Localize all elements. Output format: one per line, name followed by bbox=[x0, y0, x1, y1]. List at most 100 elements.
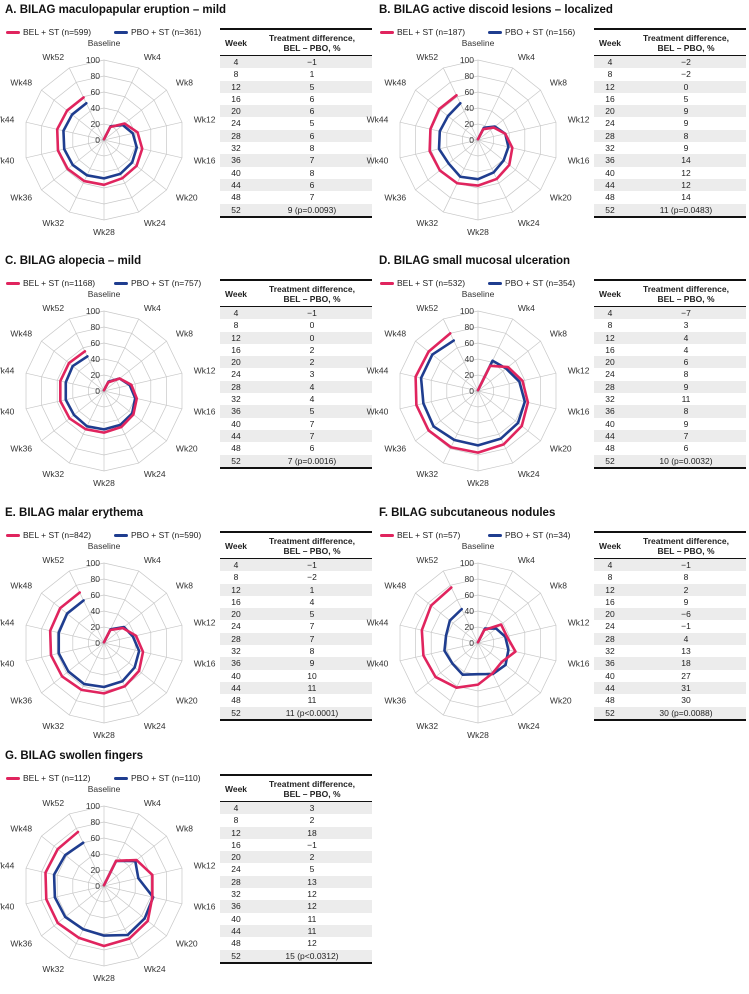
table-cell-week: 20 bbox=[594, 105, 626, 118]
table-cell-difference: 5 bbox=[252, 80, 372, 93]
table-row: 20 9 bbox=[594, 105, 746, 118]
table-header-week: Week bbox=[220, 774, 252, 802]
table-row: 44 12 bbox=[594, 178, 746, 192]
table-cell-week: 36 bbox=[594, 154, 626, 167]
table-header-line: Treatment difference, bbox=[269, 536, 355, 546]
table-row: 16 −1 bbox=[220, 839, 372, 851]
grid-spoke bbox=[25, 121, 105, 141]
grid-spoke bbox=[41, 835, 105, 887]
axis-label: Wk32 bbox=[416, 218, 438, 228]
table-row: 48 6 bbox=[220, 442, 372, 454]
table-cell-week: 36 bbox=[594, 657, 626, 670]
axis-label: Wk12 bbox=[568, 618, 590, 628]
legend-bel: BEL + ST (n=1168) bbox=[6, 278, 95, 288]
radial-tick-label: 60 bbox=[465, 338, 475, 348]
grid-spoke bbox=[103, 885, 183, 905]
grid-spoke bbox=[415, 390, 479, 442]
table-row: 20 2 bbox=[220, 851, 372, 864]
axis-label: Wk20 bbox=[550, 192, 572, 202]
table-row: 12 0 bbox=[220, 331, 372, 344]
table-row: 20 6 bbox=[594, 356, 746, 369]
axis-label: Wk12 bbox=[568, 366, 590, 376]
table-cell-week: 8 bbox=[233, 320, 239, 331]
table-cell-difference: 12 bbox=[307, 889, 317, 900]
series-line-bel bbox=[428, 94, 514, 187]
axis-label: Wk48 bbox=[384, 329, 406, 339]
table-row: 24 9 bbox=[594, 117, 746, 129]
radial-tick-label: 0 bbox=[95, 386, 100, 396]
table-cell-week: 44 bbox=[594, 429, 626, 443]
table-cell-week: 52 bbox=[220, 454, 252, 469]
axis-label: Wk44 bbox=[367, 115, 389, 125]
radial-tick-label: 80 bbox=[91, 574, 101, 584]
radial-tick-label: 40 bbox=[91, 103, 101, 113]
grid-spoke bbox=[442, 570, 479, 644]
table-cell-difference: 8 bbox=[309, 167, 315, 178]
radial-tick-label: 100 bbox=[460, 306, 474, 316]
legend-label: PBO + ST (n=354) bbox=[505, 278, 576, 288]
grid-spoke bbox=[477, 624, 557, 644]
axis-label: Wk16 bbox=[568, 406, 590, 416]
axis-label: Wk24 bbox=[144, 964, 166, 974]
radial-tick-label: 80 bbox=[465, 322, 475, 332]
radial-tick-label: 40 bbox=[465, 103, 475, 113]
table-cell-difference: 2 bbox=[252, 356, 372, 369]
table-cell-difference: 9 bbox=[626, 105, 746, 118]
table-cell-week: 8 bbox=[233, 572, 239, 583]
radar-chart: 100 80 60 40 20 0 Baseline Wk4 Wk8 Wk12 Wk16 Wk20 Wk… bbox=[367, 38, 590, 237]
table-cell-week: 20 bbox=[220, 608, 252, 621]
axis-label: Wk32 bbox=[42, 218, 64, 228]
radial-tick-label: 20 bbox=[91, 622, 101, 632]
grid-spoke bbox=[103, 885, 140, 959]
table-cell-difference: 11 bbox=[307, 913, 317, 924]
axis-label: Wk32 bbox=[416, 469, 438, 479]
table-cell-week: 8 bbox=[607, 320, 613, 331]
grid-spoke bbox=[415, 89, 479, 141]
table-cell-week: 36 bbox=[594, 405, 626, 418]
table-cell-week: 12 bbox=[594, 80, 626, 93]
table-cell-difference: 3 bbox=[683, 320, 689, 331]
axis-label: Wk52 bbox=[416, 52, 438, 62]
grid-spoke bbox=[477, 89, 541, 141]
table-row: 20 2 bbox=[220, 356, 372, 369]
table-header-line: BEL – PBO, % bbox=[283, 546, 341, 556]
legend-pbo: PBO + ST (n=361) bbox=[114, 27, 201, 37]
axis-label: Wk4 bbox=[144, 798, 161, 808]
table-cell-difference: 10 (p=0.0032) bbox=[626, 454, 746, 469]
axis-label: Wk52 bbox=[416, 555, 438, 565]
series-line-bel bbox=[44, 830, 154, 948]
radial-tick-label: 80 bbox=[465, 71, 475, 81]
table-cell-difference: 14 bbox=[626, 154, 746, 167]
grid-spoke bbox=[442, 318, 479, 392]
axis-label: Wk4 bbox=[518, 555, 535, 565]
axis-label: Wk32 bbox=[42, 469, 64, 479]
table-cell-difference: 12 bbox=[252, 900, 372, 913]
table-header-week: Week bbox=[220, 28, 252, 56]
table-header-line: Treatment difference, bbox=[643, 284, 729, 294]
table-cell-week: 48 bbox=[231, 192, 241, 203]
legend-pbo: PBO + ST (n=757) bbox=[114, 278, 201, 288]
table-row: 24 5 bbox=[220, 863, 372, 875]
axis-label: Wk40 bbox=[367, 406, 389, 416]
table-header-line: Treatment difference, bbox=[269, 779, 355, 789]
table-cell-week: 16 bbox=[231, 93, 241, 104]
table-cell-week: 4 bbox=[220, 306, 252, 320]
axis-label: Wk32 bbox=[42, 964, 64, 974]
grid-spoke bbox=[41, 885, 105, 937]
axis-label: Wk36 bbox=[10, 938, 32, 948]
table-cell-difference: 18 bbox=[626, 657, 746, 670]
table-cell-difference: 12 bbox=[626, 178, 746, 192]
legend-swatch bbox=[6, 281, 20, 285]
table-cell-week: 52 bbox=[220, 706, 252, 721]
radial-tick-label: 20 bbox=[91, 119, 101, 129]
table-cell-week: 48 bbox=[231, 695, 241, 706]
axis-label: Wk4 bbox=[518, 52, 535, 62]
table-cell-difference: 2 bbox=[626, 583, 746, 596]
table-cell-week: 28 bbox=[220, 129, 252, 143]
table-cell-week: 24 bbox=[231, 621, 241, 632]
table-cell-difference: −1 bbox=[252, 558, 372, 572]
grid-spoke bbox=[103, 318, 140, 392]
axis-label: Wk40 bbox=[0, 406, 15, 416]
